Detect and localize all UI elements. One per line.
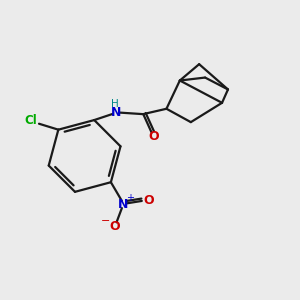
Text: +: + [126,193,134,203]
Text: N: N [118,198,129,211]
Text: H: H [111,99,119,109]
Text: O: O [109,220,120,233]
Text: O: O [143,194,154,207]
Text: −: − [101,216,110,226]
Text: O: O [149,130,159,143]
Text: Cl: Cl [24,114,37,127]
Text: N: N [111,106,122,119]
